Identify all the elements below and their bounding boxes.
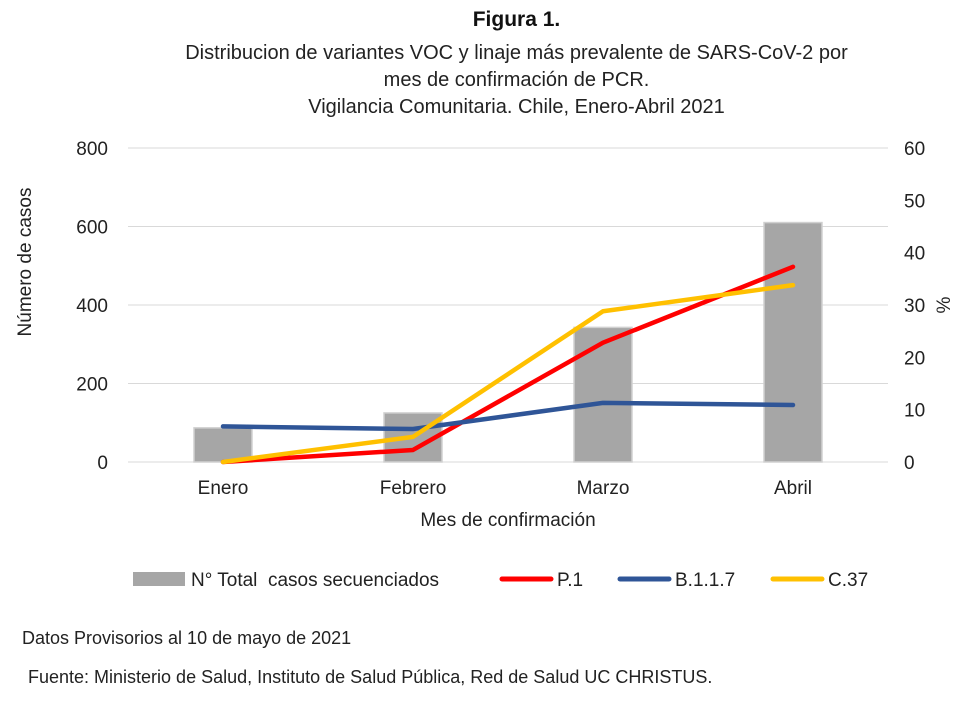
y-tick-label: 400 xyxy=(76,296,108,317)
right-axis-ticks: 0 10 20 30 40 50 60 xyxy=(904,139,925,474)
provisional-note: Datos Provisorios al 10 de mayo de 2021 xyxy=(22,628,352,648)
legend-label-b-1-1-7: B.1.1.7 xyxy=(675,570,735,591)
chart-title: Distribucion de variantes VOC y linaje m… xyxy=(0,40,966,121)
bar-total-enero xyxy=(193,427,253,463)
bar-total-marzo xyxy=(573,326,633,463)
source-note: Fuente: Ministerio de Salud, Instituto d… xyxy=(28,667,713,687)
y2-tick-label: 50 xyxy=(904,191,925,212)
y-axis-label: Número de casos xyxy=(15,188,36,337)
x-tick-label: Marzo xyxy=(577,478,630,499)
y2-tick-label: 0 xyxy=(904,453,915,474)
y2-tick-label: 30 xyxy=(904,296,925,317)
x-tick-label: Abril xyxy=(774,478,812,499)
y2-axis-label: % xyxy=(934,296,955,313)
figure-label: Figura 1. xyxy=(472,8,561,31)
line-series xyxy=(220,264,796,465)
x-tick-label: Enero xyxy=(198,478,249,499)
legend-label-bars: N° Total casos secuenciados xyxy=(191,570,439,591)
line-p-1 xyxy=(220,264,796,465)
left-axis-ticks: 0 200 400 600 800 xyxy=(76,139,108,474)
y2-tick-label: 40 xyxy=(904,244,925,265)
y-tick-label: 200 xyxy=(76,375,108,396)
bar-total-abril xyxy=(763,221,823,463)
x-axis-ticks: Enero Febrero Marzo Abril xyxy=(198,478,812,499)
legend-label-c-37: C.37 xyxy=(828,570,868,591)
gridlines xyxy=(128,147,888,463)
title-line-2: mes de confirmación de PCR. xyxy=(383,69,650,91)
y2-tick-label: 20 xyxy=(904,348,925,369)
y-tick-label: 600 xyxy=(76,218,108,239)
y2-tick-label: 10 xyxy=(904,401,925,422)
title-line-3: Vigilancia Comunitaria. Chile, Enero-Abr… xyxy=(308,96,725,118)
y-tick-label: 0 xyxy=(97,453,108,474)
title-line-1: Distribucion de variantes VOC y linaje m… xyxy=(185,42,848,64)
legend-label-p-1: P.1 xyxy=(557,570,583,591)
line-c-37 xyxy=(220,282,796,465)
legend: N° Total casos secuenciados P.1 B.1.1.7 C.3… xyxy=(133,570,868,591)
y2-tick-label: 60 xyxy=(904,139,925,160)
y-tick-label: 800 xyxy=(76,139,108,160)
legend-swatch-bars xyxy=(133,572,185,586)
x-axis-label: Mes de confirmación xyxy=(420,510,595,531)
x-tick-label: Febrero xyxy=(380,478,447,499)
line-b-1-1-7 xyxy=(220,400,796,432)
